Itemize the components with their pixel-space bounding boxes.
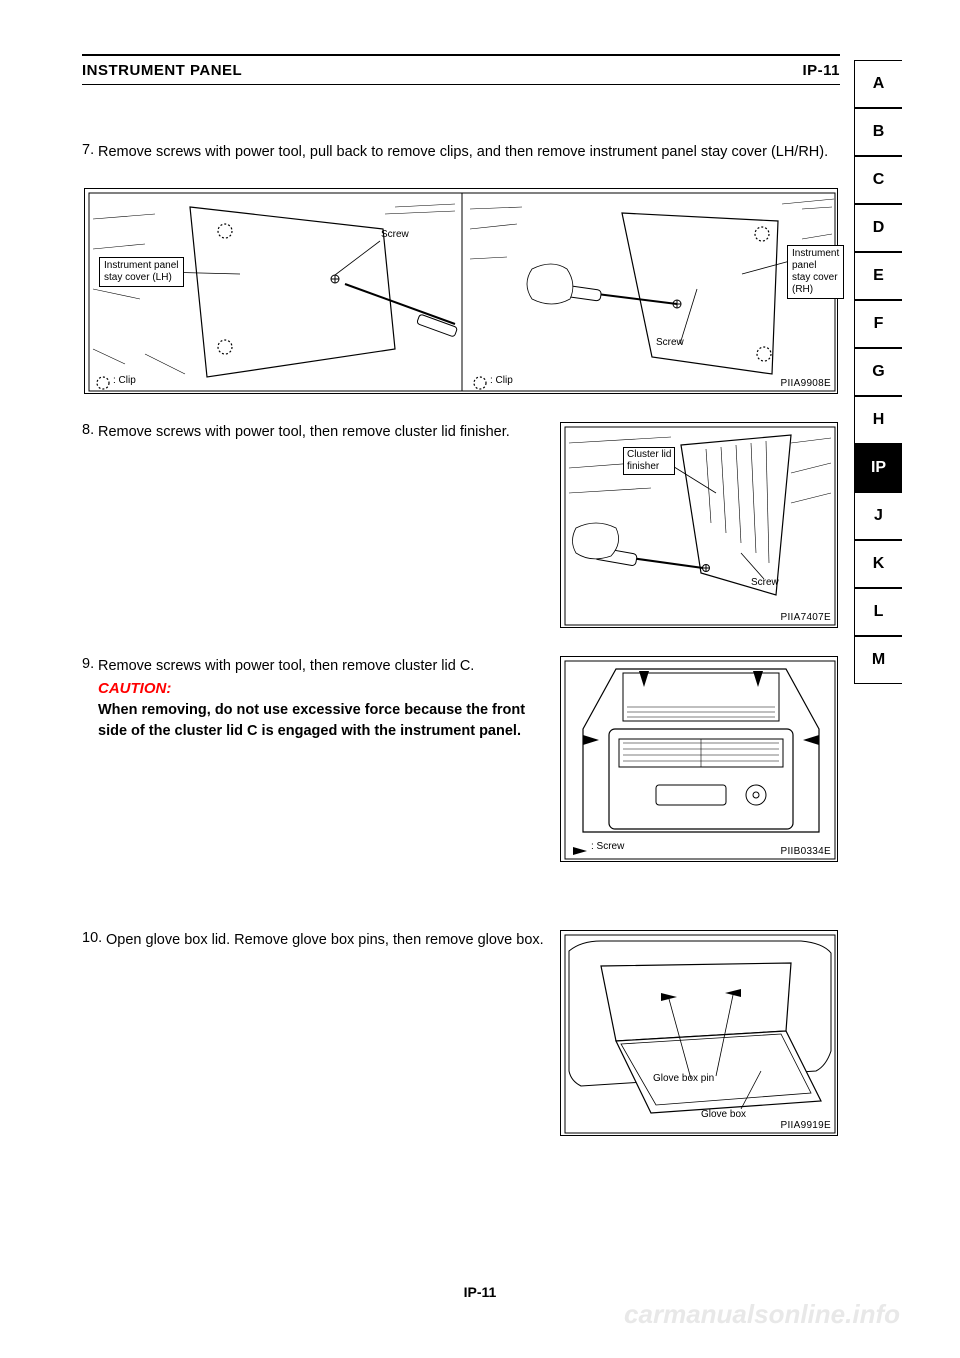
fig1-rh-label: Instrument panel stay cover (RH) <box>787 245 844 299</box>
figure-stay-covers: Screw Instrument panel stay cover (LH) :… <box>84 188 838 394</box>
caution-label: CAUTION: <box>98 680 171 698</box>
tab-a[interactable]: A <box>854 60 902 108</box>
tab-f[interactable]: F <box>854 300 902 348</box>
header-page-code: IP-11 <box>802 62 840 79</box>
fig3-code: PIIB0334E <box>780 846 831 857</box>
figure-2-svg <box>561 423 839 629</box>
tab-ip[interactable]: IP <box>854 444 902 492</box>
figure-1-svg <box>85 189 839 395</box>
figure-glove-box: Glove box pin Glove box PIIA9919E <box>560 930 838 1136</box>
step-9-warning: When removing, do not use excessive forc… <box>98 700 538 742</box>
fig2-cluster-label: Cluster lid finisher <box>623 447 675 475</box>
fig1-clip-left: : Clip <box>113 375 136 386</box>
fig1-code: PIIA9908E <box>780 378 831 389</box>
fig2-cl-2: finisher <box>627 461 659 472</box>
fig4-pin-label: Glove box pin <box>653 1073 714 1084</box>
step-8-number: 8. <box>82 422 94 438</box>
fig1-lh-label-1: Instrument panel <box>104 260 179 271</box>
tab-k[interactable]: K <box>854 540 902 588</box>
header-rule-bottom <box>82 84 840 85</box>
page-number: IP-11 <box>0 1284 960 1300</box>
step-9-text: Remove screws with power tool, then remo… <box>98 656 538 677</box>
figure-cluster-lid-c: : Screw PIIB0334E <box>560 656 838 862</box>
step-9-number: 9. <box>82 656 94 672</box>
figure-cluster-lid-finisher: Cluster lid finisher Screw PIIA7407E <box>560 422 838 628</box>
fig1-screw-right: Screw <box>656 337 684 348</box>
tab-m[interactable]: M <box>854 636 902 684</box>
caution-word: CAUTION: <box>98 680 171 697</box>
fig1-lh-label: Instrument panel stay cover (LH) <box>99 257 184 287</box>
tab-l[interactable]: L <box>854 588 902 636</box>
tab-g[interactable]: G <box>854 348 902 396</box>
fig1-lh-label-2: stay cover (LH) <box>104 272 172 283</box>
step-8-text: Remove screws with power tool, then remo… <box>98 422 538 443</box>
step-7-text: Remove screws with power tool, pull back… <box>98 142 840 163</box>
fig1-rh-label-2: stay cover (RH) <box>792 272 838 295</box>
fig1-screw-left: Screw <box>381 229 409 240</box>
tab-c[interactable]: C <box>854 156 902 204</box>
watermark: carmanualsonline.info <box>624 1299 900 1330</box>
tab-b[interactable]: B <box>854 108 902 156</box>
side-tabs: A B C D E F G H IP J K L M <box>854 60 902 684</box>
fig1-rh-label-1: Instrument panel <box>792 248 839 271</box>
fig3-screw-label: : Screw <box>591 841 624 852</box>
figure-3-svg <box>561 657 839 863</box>
step-10-number: 10. <box>82 930 102 946</box>
step-7-number: 7. <box>82 142 94 158</box>
header-rule-top <box>82 54 840 56</box>
page: INSTRUMENT PANEL IP-11 A B C D E F G H I… <box>0 0 960 1358</box>
fig2-screw: Screw <box>751 577 779 588</box>
tab-j[interactable]: J <box>854 492 902 540</box>
fig2-code: PIIA7407E <box>780 612 831 623</box>
tab-h[interactable]: H <box>854 396 902 444</box>
fig1-clip-right: : Clip <box>490 375 513 386</box>
fig4-box-label: Glove box <box>701 1109 746 1120</box>
tab-e[interactable]: E <box>854 252 902 300</box>
fig4-code: PIIA9919E <box>780 1120 831 1131</box>
figure-4-svg <box>561 931 839 1137</box>
tab-d[interactable]: D <box>854 204 902 252</box>
fig2-cl-1: Cluster lid <box>627 449 671 460</box>
step-10-text: Open glove box lid. Remove glove box pin… <box>106 930 546 951</box>
header-title: INSTRUMENT PANEL <box>82 62 242 79</box>
header: INSTRUMENT PANEL IP-11 <box>82 62 840 79</box>
